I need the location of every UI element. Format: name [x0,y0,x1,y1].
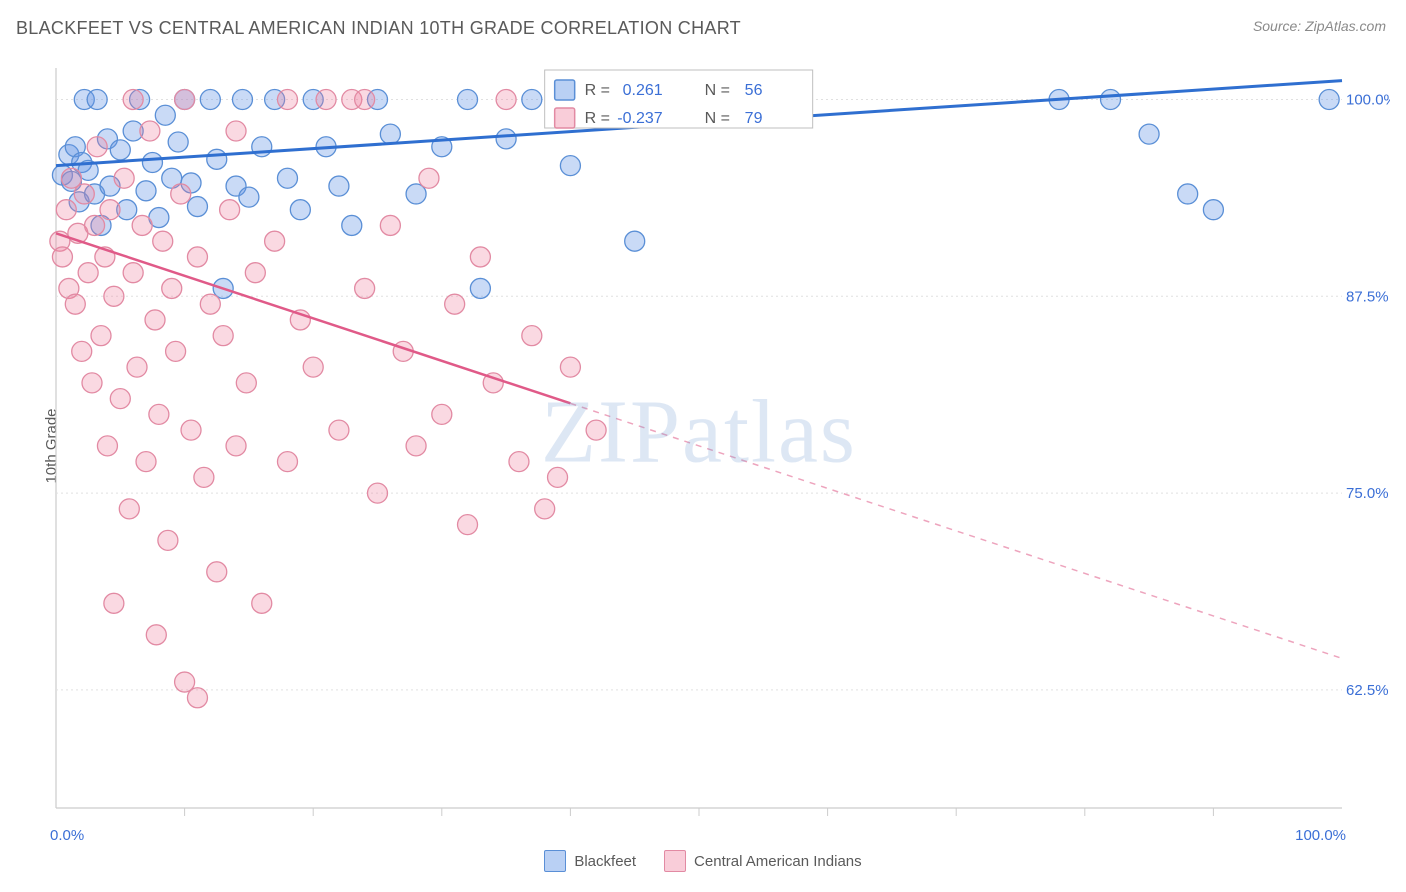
header: BLACKFEET VS CENTRAL AMERICAN INDIAN 10T… [0,0,1406,47]
svg-text:N =: N = [705,110,730,127]
source-label: Source: ZipAtlas.com [1253,18,1386,34]
svg-text:75.0%: 75.0% [1346,485,1389,502]
chart-svg: 62.5% 75.0% 87.5% 100.0% ZIPatlas R = 0.261 N =… [46,58,1390,818]
chart-area: 62.5% 75.0% 87.5% 100.0% ZIPatlas R = 0.261 N =… [46,58,1390,798]
x-axis-min-label: 0.0% [50,827,84,844]
legend-label: Central American Indians [694,853,862,870]
svg-text:ZIPatlas: ZIPatlas [541,383,857,482]
svg-text:62.5%: 62.5% [1346,682,1389,699]
svg-text:R =: R = [585,110,610,127]
x-axis-max-label: 100.0% [1295,827,1346,844]
svg-text:R =: R = [585,82,610,99]
svg-text:N =: N = [705,82,730,99]
legend-swatch [544,850,566,872]
legend-item-cai: Central American Indians [664,850,862,872]
legend-item-blackfeet: Blackfeet [544,850,636,872]
svg-text:0.261: 0.261 [623,82,663,99]
legend-swatch [664,850,686,872]
bottom-legend: Blackfeet Central American Indians [0,850,1406,872]
svg-text:100.0%: 100.0% [1346,91,1390,108]
svg-text:87.5%: 87.5% [1346,288,1389,305]
svg-text:-0.237: -0.237 [617,110,662,127]
chart-title: BLACKFEET VS CENTRAL AMERICAN INDIAN 10T… [16,18,741,39]
legend-label: Blackfeet [574,853,636,870]
svg-text:56: 56 [745,82,763,99]
svg-text:79: 79 [745,110,763,127]
